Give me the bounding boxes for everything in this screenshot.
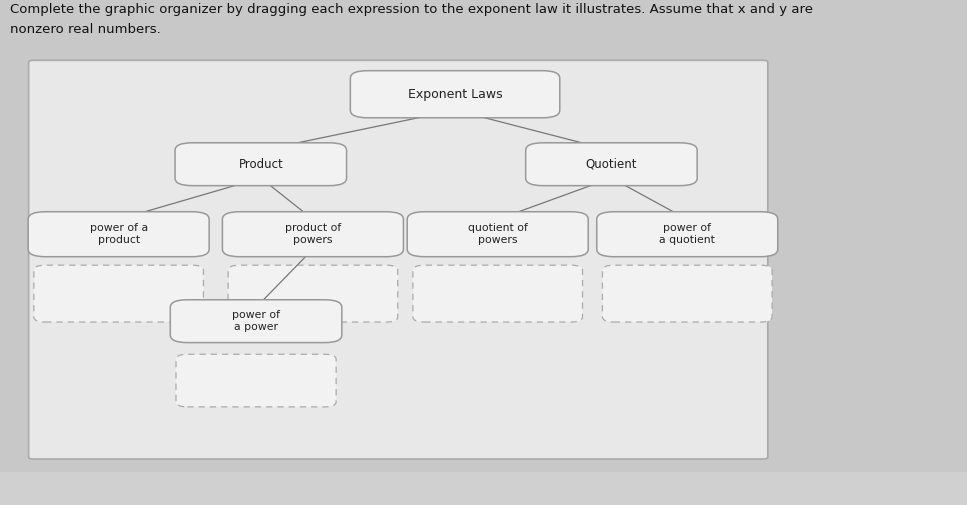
FancyBboxPatch shape	[28, 212, 209, 257]
Text: power of
a quotient: power of a quotient	[659, 223, 716, 245]
FancyBboxPatch shape	[175, 143, 346, 186]
Text: power of
a power: power of a power	[232, 311, 280, 332]
FancyBboxPatch shape	[413, 265, 582, 322]
Text: Product: Product	[239, 158, 283, 171]
Text: Exponent Laws: Exponent Laws	[408, 88, 503, 100]
Text: Complete the graphic organizer by dragging each expression to the exponent law i: Complete the graphic organizer by draggi…	[10, 3, 812, 16]
FancyBboxPatch shape	[597, 212, 777, 257]
FancyBboxPatch shape	[407, 212, 588, 257]
Text: nonzero real numbers.: nonzero real numbers.	[10, 23, 161, 36]
FancyBboxPatch shape	[526, 143, 697, 186]
FancyBboxPatch shape	[170, 300, 341, 342]
FancyBboxPatch shape	[350, 71, 560, 118]
FancyBboxPatch shape	[176, 355, 337, 407]
FancyBboxPatch shape	[228, 265, 397, 322]
FancyBboxPatch shape	[34, 265, 203, 322]
FancyBboxPatch shape	[29, 60, 768, 459]
FancyBboxPatch shape	[602, 265, 772, 322]
Text: quotient of
powers: quotient of powers	[468, 223, 528, 245]
FancyBboxPatch shape	[222, 212, 403, 257]
Text: product of
powers: product of powers	[285, 223, 341, 245]
Text: power of a
product: power of a product	[90, 223, 148, 245]
Text: Quotient: Quotient	[586, 158, 637, 171]
